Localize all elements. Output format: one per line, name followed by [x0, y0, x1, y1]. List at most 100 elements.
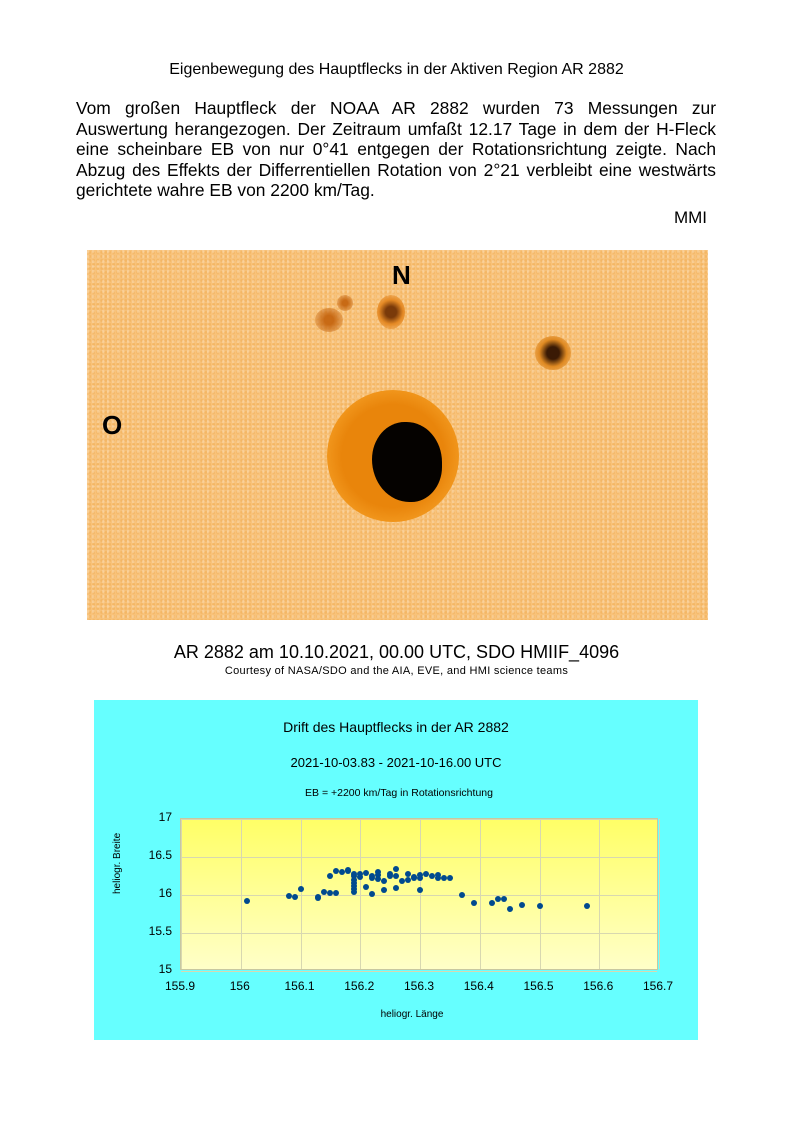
image-caption: AR 2882 am 10.10.2021, 00.00 UTC, SDO HM…	[173, 642, 620, 662]
data-point	[351, 885, 358, 892]
data-point	[363, 869, 370, 876]
data-point	[494, 895, 501, 902]
chart-annotation: EB = +2200 km/Tag in Rotationsrichtung	[305, 787, 493, 799]
data-point	[333, 890, 340, 897]
data-point	[458, 892, 465, 898]
grid-line-vertical	[539, 819, 541, 969]
data-point	[417, 875, 423, 882]
data-point	[428, 873, 435, 879]
data-point	[417, 872, 423, 879]
x-tick-label: 156.6	[583, 979, 614, 993]
data-point	[351, 888, 358, 895]
y-axis-label: heliogr. Breite	[112, 832, 123, 894]
data-point	[393, 885, 400, 892]
small-spot	[315, 308, 343, 332]
x-tick-label: 156.3	[403, 979, 435, 993]
y-tick-label: 17	[158, 810, 172, 824]
data-point	[470, 900, 477, 907]
sunspot-image: N O	[87, 250, 708, 620]
small-spot	[535, 336, 571, 370]
data-point	[387, 873, 394, 879]
data-point	[584, 903, 591, 910]
page-title: Eigenbewegung des Hauptflecks in der Akt…	[169, 61, 624, 78]
grid-line-vertical	[479, 819, 481, 969]
y-tick-label: 15	[158, 962, 172, 976]
grid-line-horizontal	[181, 895, 657, 896]
data-point	[518, 901, 525, 908]
data-point	[327, 890, 334, 897]
small-spot	[337, 295, 353, 311]
data-point	[291, 893, 298, 900]
data-point	[285, 892, 292, 899]
chart-title: Drift des Hauptflecks in der AR 2882	[283, 719, 509, 735]
grid-line-horizontal	[181, 819, 657, 820]
data-point	[339, 869, 346, 876]
data-point	[440, 875, 447, 882]
data-point	[417, 887, 423, 894]
data-point	[405, 876, 412, 883]
data-point	[399, 877, 406, 884]
grid-line-vertical	[420, 819, 421, 969]
grid-line-horizontal	[181, 971, 657, 972]
data-point	[393, 873, 400, 879]
x-tick-label: 156.1	[284, 979, 315, 993]
data-point	[315, 895, 322, 902]
grid-line-vertical	[599, 819, 601, 969]
data-point	[446, 874, 453, 881]
north-label: N	[392, 260, 411, 290]
east-label: O	[102, 410, 123, 440]
description-paragraph: Vom großen Hauptfleck der NOAA AR 2882 w…	[76, 98, 716, 200]
data-point	[243, 898, 250, 905]
data-point	[363, 884, 370, 891]
data-point	[422, 871, 429, 878]
data-point	[381, 886, 388, 893]
data-point	[506, 905, 513, 912]
data-point	[488, 899, 495, 906]
data-point	[351, 882, 358, 889]
main-spot-umbra	[372, 422, 442, 502]
grid-line-horizontal	[181, 857, 657, 858]
image-credit: Courtesy of NASA/SDO and the AIA, EVE, a…	[224, 665, 569, 677]
data-point	[405, 871, 412, 878]
data-point	[375, 876, 382, 883]
data-point	[351, 873, 358, 879]
grid-line-vertical	[659, 819, 660, 969]
small-spot	[377, 295, 405, 329]
x-axis-label: heliogr. Länge	[380, 1009, 444, 1020]
grid-line-horizontal	[181, 933, 657, 934]
grid-line-vertical	[360, 819, 362, 969]
drift-chart: Drift des Hauptflecks in der AR 2882 202…	[94, 700, 698, 1040]
data-point	[357, 873, 364, 880]
data-point	[327, 873, 334, 879]
data-point	[297, 885, 304, 892]
data-point	[393, 866, 400, 873]
x-tick-label: 156	[229, 979, 250, 993]
data-point	[351, 876, 358, 883]
signature: MMI	[673, 208, 707, 227]
grid-line-vertical	[240, 819, 242, 969]
y-tick-label: 16	[158, 886, 172, 900]
data-point	[345, 868, 352, 875]
data-point	[369, 891, 376, 898]
data-point	[411, 873, 418, 880]
grid-line-vertical	[300, 819, 302, 969]
y-tick-label: 15.5	[148, 924, 172, 938]
x-tick-label: 156.2	[344, 979, 375, 993]
x-tick-label: 156.7	[642, 979, 674, 993]
x-tick-label: 155.9	[164, 979, 196, 993]
chart-subtitle: 2021-10-03.83 - 2021-10-16.00 UTC	[290, 755, 502, 770]
data-point	[351, 879, 358, 886]
data-point	[321, 888, 328, 895]
x-tick-label: 156.5	[523, 979, 554, 993]
data-point	[375, 872, 382, 879]
data-point	[369, 875, 376, 882]
data-point	[500, 895, 507, 902]
data-point	[333, 868, 340, 875]
y-tick-label: 16.5	[148, 848, 172, 862]
data-point	[536, 902, 543, 909]
grid-line-vertical	[181, 819, 182, 969]
plot-area	[180, 818, 660, 972]
data-point	[434, 874, 441, 881]
x-tick-label: 156.4	[463, 979, 494, 993]
data-point	[381, 877, 388, 884]
